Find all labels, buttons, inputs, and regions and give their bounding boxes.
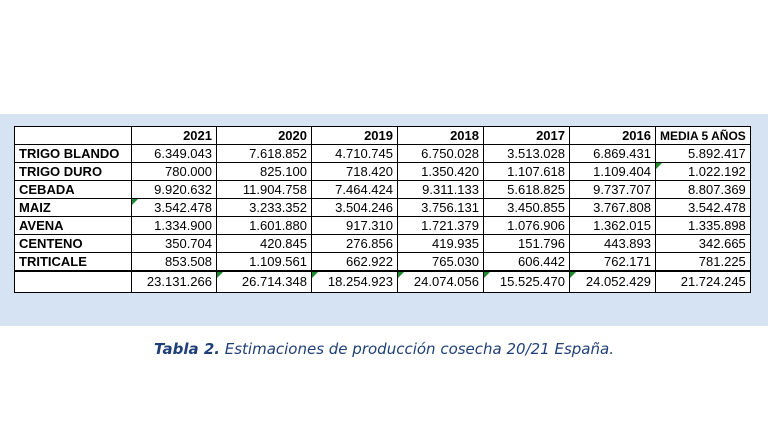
- table-cell: 1.022.192: [655, 162, 751, 181]
- row-label: AVENA: [14, 216, 132, 235]
- table-cell: 781.225: [655, 252, 751, 271]
- table-cell: 825.100: [216, 162, 312, 181]
- caption-text: Estimaciones de producción cosecha 20/21…: [224, 340, 614, 358]
- table-cell: 9.920.632: [131, 180, 217, 199]
- table-cell: 443.893: [569, 234, 656, 253]
- corner-cell: [14, 126, 132, 145]
- total-cell: 24.052.429: [569, 269, 656, 293]
- table-row: TRIGO BLANDO 6.349.043 7.618.852 4.710.7…: [14, 144, 751, 163]
- row-label: TRITICALE: [14, 252, 132, 271]
- table-row: AVENA 1.334.900 1.601.880 917.310 1.721.…: [14, 216, 751, 235]
- table-cell: 151.796: [483, 234, 570, 253]
- table-cell: 350.704: [131, 234, 217, 253]
- total-cell: 15.525.470: [483, 269, 570, 293]
- total-cell: 26.714.348: [216, 269, 312, 293]
- table-cell: 276.856: [311, 234, 398, 253]
- table-cell: 3.450.855: [483, 198, 570, 217]
- row-label: CENTENO: [14, 234, 132, 253]
- table-cell: 3.542.478: [131, 198, 217, 217]
- header-2021: 2021: [131, 126, 217, 145]
- table-cell: 3.513.028: [483, 144, 570, 163]
- row-label: CEBADA: [14, 180, 132, 199]
- table-cell: 9.737.707: [569, 180, 656, 199]
- row-label: TRIGO BLANDO: [14, 144, 132, 163]
- table-cell: 3.767.808: [569, 198, 656, 217]
- table-cell: 1.721.379: [397, 216, 484, 235]
- header-row: 2021 2020 2019 2018 2017 2016 MEDIA 5 AÑ…: [14, 126, 751, 145]
- table-cell: 853.508: [131, 252, 217, 271]
- table-cell: 1.350.420: [397, 162, 484, 181]
- table-cell: 1.362.015: [569, 216, 656, 235]
- table-cell: 3.233.352: [216, 198, 312, 217]
- totals-label-cell: [14, 269, 132, 293]
- row-label: MAIZ: [14, 198, 132, 217]
- table-row: CENTENO 350.704 420.845 276.856 419.935 …: [14, 234, 751, 253]
- table-caption: Tabla 2. Estimaciones de producción cose…: [0, 340, 768, 358]
- table-cell: 342.665: [655, 234, 751, 253]
- table-cell: 8.807.369: [655, 180, 751, 199]
- table-cell: 1.076.906: [483, 216, 570, 235]
- table-cell: 1.335.898: [655, 216, 751, 235]
- table-row: CEBADA 9.920.632 11.904.758 7.464.424 9.…: [14, 180, 751, 199]
- table-cell: 606.442: [483, 252, 570, 271]
- table-cell: 419.935: [397, 234, 484, 253]
- table-cell: 6.750.028: [397, 144, 484, 163]
- table-cell: 780.000: [131, 162, 217, 181]
- table-cell: 5.618.825: [483, 180, 570, 199]
- table-row: TRITICALE 853.508 1.109.561 662.922 765.…: [14, 252, 751, 271]
- totals-row: 23.131.266 26.714.348 18.254.923 24.074.…: [14, 269, 751, 293]
- total-cell: 24.074.056: [397, 269, 484, 293]
- table-cell: 3.542.478: [655, 198, 751, 217]
- table-cell: 4.710.745: [311, 144, 398, 163]
- header-media: MEDIA 5 AÑOS: [655, 126, 751, 145]
- table-cell: 420.845: [216, 234, 312, 253]
- table-cell: 762.171: [569, 252, 656, 271]
- table-cell: 9.311.133: [397, 180, 484, 199]
- table-cell: 662.922: [311, 252, 398, 271]
- table-row: TRIGO DURO 780.000 825.100 718.420 1.350…: [14, 162, 751, 181]
- table-cell: 1.601.880: [216, 216, 312, 235]
- header-2020: 2020: [216, 126, 312, 145]
- table-cell: 1.107.618: [483, 162, 570, 181]
- table-row: MAIZ 3.542.478 3.233.352 3.504.246 3.756…: [14, 198, 751, 217]
- table-cell: 6.869.431: [569, 144, 656, 163]
- total-cell: 18.254.923: [311, 269, 398, 293]
- table-cell: 1.109.404: [569, 162, 656, 181]
- caption-label: Tabla 2.: [154, 340, 220, 358]
- table-cell: 6.349.043: [131, 144, 217, 163]
- table-cell: 1.334.900: [131, 216, 217, 235]
- table-cell: 3.756.131: [397, 198, 484, 217]
- header-2016: 2016: [569, 126, 656, 145]
- table-cell: 7.618.852: [216, 144, 312, 163]
- row-label: TRIGO DURO: [14, 162, 132, 181]
- table-cell: 7.464.424: [311, 180, 398, 199]
- table-cell: 917.310: [311, 216, 398, 235]
- table-cell: 11.904.758: [216, 180, 312, 199]
- table-cell: 718.420: [311, 162, 398, 181]
- header-2019: 2019: [311, 126, 398, 145]
- total-cell: 23.131.266: [131, 269, 217, 293]
- production-table: 2021 2020 2019 2018 2017 2016 MEDIA 5 AÑ…: [14, 126, 751, 293]
- table-cell: 3.504.246: [311, 198, 398, 217]
- header-2017: 2017: [483, 126, 570, 145]
- header-2018: 2018: [397, 126, 484, 145]
- table-cell: 1.109.561: [216, 252, 312, 271]
- table-cell: 765.030: [397, 252, 484, 271]
- total-cell: 21.724.245: [655, 269, 751, 293]
- table-cell: 5.892.417: [655, 144, 751, 163]
